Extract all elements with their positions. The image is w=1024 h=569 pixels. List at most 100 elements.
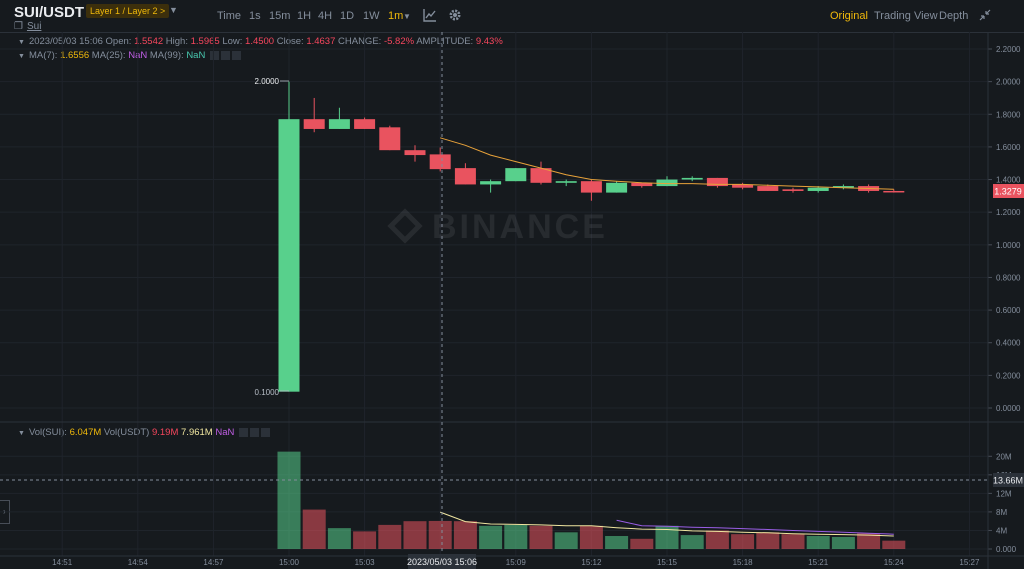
close-icon[interactable] [231, 50, 241, 60]
candle-body [505, 168, 527, 182]
visibility-icon[interactable] [220, 50, 230, 60]
interval-time[interactable]: Time [217, 10, 242, 22]
max-price-text: 2.0000 [255, 77, 280, 86]
time-tick-label: 14:57 [203, 558, 224, 567]
change-label: CHANGE: [338, 36, 382, 47]
collapse-caret-icon[interactable]: ▼ [18, 53, 25, 60]
collapse-caret-icon[interactable]: ▼ [18, 430, 25, 437]
volume-bar [731, 534, 755, 549]
price-tick-label: 0.4000 [996, 339, 1021, 348]
volume-bar [453, 521, 477, 549]
volume-bar [302, 509, 326, 549]
visibility-icon[interactable] [250, 427, 259, 437]
moving-averages [440, 137, 894, 537]
edit-icon[interactable] [239, 427, 248, 437]
min-price-text: 0.1000 [255, 388, 280, 397]
volume-bar [579, 525, 603, 549]
price-tick-label: 0.0000 [996, 404, 1021, 413]
settings-gear-icon[interactable] [448, 8, 462, 22]
volume-marker-text: 13.66M [993, 476, 1023, 486]
volume-marker-label: 13.66M [993, 473, 1024, 487]
volume-bar [554, 532, 578, 549]
volume-bar [781, 534, 805, 549]
volume-bar [479, 525, 503, 549]
candles [278, 81, 905, 392]
ma99-label: MA(99): [149, 50, 184, 61]
volume-bar [680, 535, 704, 549]
candle-body [883, 190, 905, 193]
volume-tick-label: 12M [996, 489, 1012, 498]
interval-15m[interactable]: 15m [269, 10, 291, 22]
vol-ma1-value: 7.961M [181, 427, 213, 438]
interval-dropdown-icon[interactable]: ▼ [403, 12, 411, 21]
min-price-marker: 0.1000 [255, 388, 289, 397]
view-trading-view[interactable]: Trading View [874, 10, 938, 22]
candle-body [379, 127, 401, 151]
volume-bar [529, 525, 553, 549]
collapse-caret-icon[interactable]: ▼ [18, 39, 25, 46]
candle-body [278, 119, 300, 392]
candle-body [681, 177, 703, 180]
candle-body [404, 150, 426, 156]
pair-title[interactable]: SUI/USDT [14, 4, 85, 21]
candle-body [706, 177, 728, 187]
candle-body [656, 179, 678, 187]
high-value: 1.5965 [190, 36, 220, 47]
price-tick-label: 2.0000 [996, 78, 1021, 87]
caret-down-icon[interactable]: ▼ [169, 5, 178, 15]
candle-body [807, 187, 829, 191]
candle-body [530, 168, 552, 183]
coin-name[interactable]: Sui [26, 21, 42, 32]
candle-body [480, 181, 502, 185]
vol-usdt-value: 9.19M [151, 427, 179, 438]
price-tick-label: 0.8000 [996, 273, 1021, 282]
coin-link[interactable]: ❐ Sui [14, 21, 41, 32]
watermark-text: BINANCE [432, 208, 608, 246]
time-tick-label: 15:18 [733, 558, 754, 567]
side-panel-toggle[interactable]: › [0, 500, 10, 524]
price-tick-label: 0.6000 [996, 306, 1021, 315]
low-label: Low: [222, 36, 243, 47]
interval-1h[interactable]: 1H [297, 10, 312, 22]
volume-bar [378, 524, 402, 549]
candle-body [631, 182, 653, 187]
grid [0, 32, 988, 556]
price-tick-label: 1.0000 [996, 241, 1021, 250]
time-tick-label: 15:15 [657, 558, 678, 567]
volume-bar [882, 540, 906, 549]
close-icon[interactable] [261, 427, 270, 437]
candle-body [832, 186, 854, 188]
ma-info: ▼ MA(7): 1.6556 MA(25): NaN MA(99): NaN [18, 50, 241, 61]
time-tick-label: 15:00 [279, 558, 300, 567]
volume-ma-line-1 [440, 511, 894, 537]
view-original[interactable]: Original [830, 10, 868, 22]
volume-tick-label: 4M [996, 526, 1007, 535]
category-tag[interactable]: Layer 1 / Layer 2 > [86, 4, 170, 18]
vol-ma2-value: NaN [215, 427, 235, 438]
edit-icon[interactable] [209, 50, 219, 60]
open-value: 1.5542 [134, 36, 164, 47]
interval-1m[interactable]: 1m [388, 10, 404, 22]
price-tick-label: 1.8000 [996, 110, 1021, 119]
candle-body [757, 186, 779, 191]
volume-ma-line-2 [616, 519, 894, 535]
volume-bar [428, 520, 452, 549]
interval-1w[interactable]: 1W [363, 10, 380, 22]
info-date: 2023/05/03 15:06 [28, 36, 103, 47]
interval-4h[interactable]: 4H [318, 10, 333, 22]
volume-bar [806, 536, 830, 549]
candle-body [429, 154, 451, 170]
ma7-value: 1.6556 [60, 50, 90, 61]
collapse-icon[interactable] [979, 9, 991, 21]
time-tick-label: 15:24 [884, 558, 905, 567]
time-tick-label: 15:27 [959, 558, 980, 567]
vol-sui-label: Vol(SUI): [28, 427, 67, 438]
view-depth[interactable]: Depth [939, 10, 969, 22]
indicator-icon[interactable] [423, 8, 437, 22]
candle-body [606, 182, 628, 193]
ma25-value: NaN [128, 50, 148, 61]
time-tick-label: 15:06 [430, 558, 451, 567]
interval-1s[interactable]: 1s [249, 10, 261, 22]
interval-1d[interactable]: 1D [340, 10, 355, 22]
